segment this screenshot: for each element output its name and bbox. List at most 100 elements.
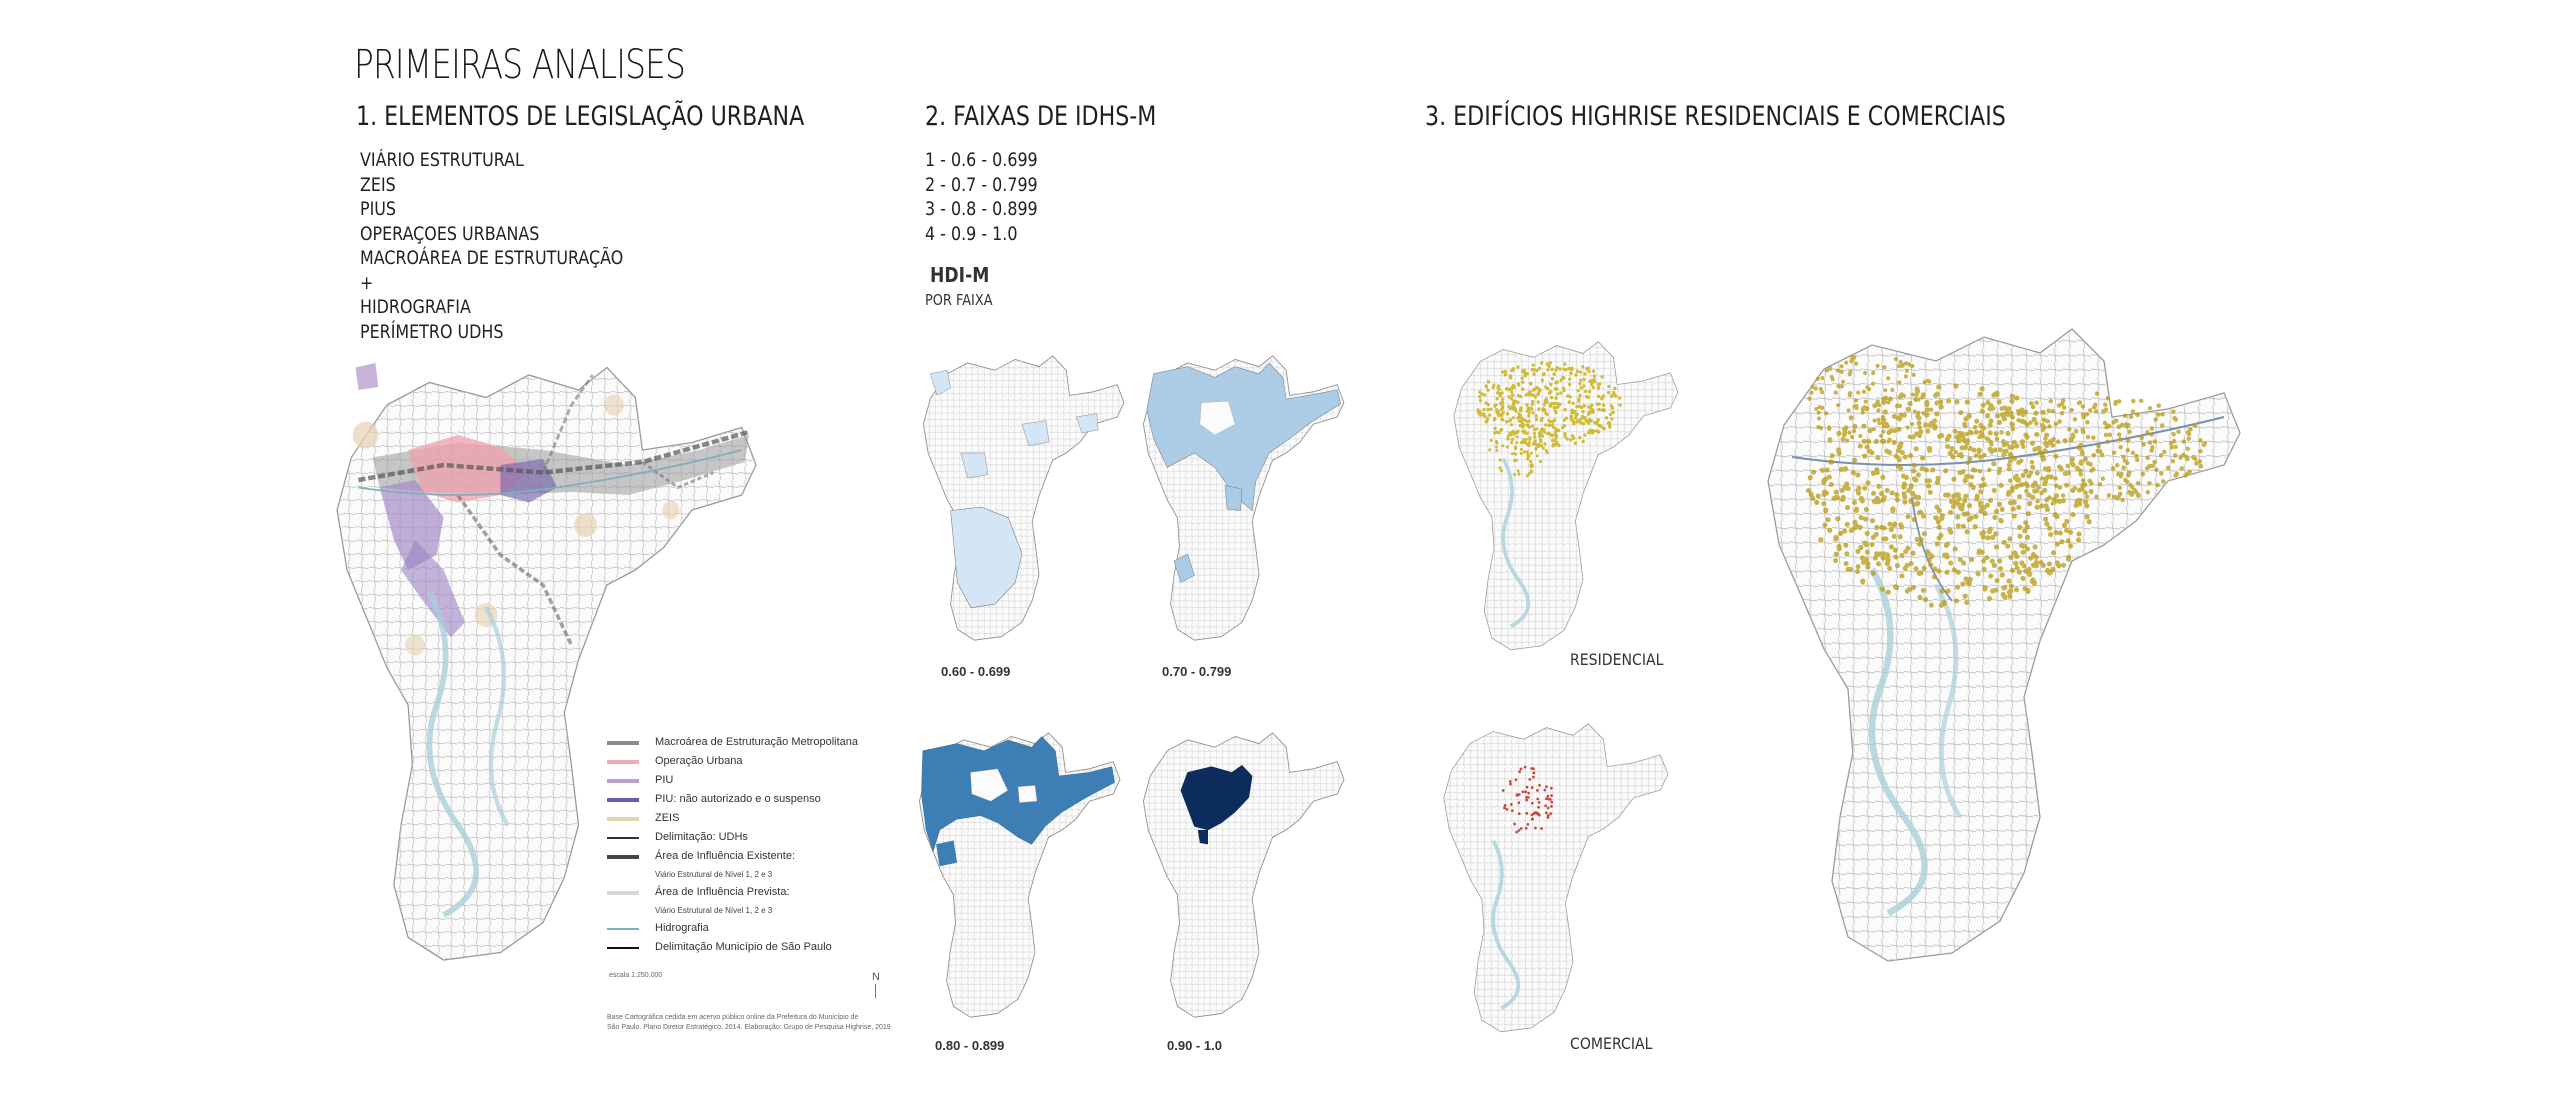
building-dot bbox=[1951, 567, 1957, 573]
building-dot bbox=[1894, 563, 1900, 569]
building-dot bbox=[1554, 427, 1558, 431]
building-dot bbox=[1844, 360, 1849, 365]
building-dot bbox=[1886, 376, 1891, 381]
building-dot bbox=[2171, 438, 2177, 444]
building-dot bbox=[1861, 438, 1867, 444]
building-dot bbox=[1572, 436, 1576, 440]
building-dot bbox=[1484, 420, 1488, 424]
building-dot bbox=[2171, 431, 2176, 437]
building-dot bbox=[1540, 361, 1544, 365]
building-dot bbox=[1827, 426, 1832, 431]
building-dot bbox=[1943, 492, 1949, 498]
legend-label: Delimitação: UDHs bbox=[655, 831, 748, 843]
building-dot bbox=[1864, 549, 1871, 555]
building-dot bbox=[1552, 418, 1557, 422]
building-dot bbox=[1553, 439, 1558, 443]
building-dot bbox=[1528, 777, 1532, 781]
building-dot bbox=[2201, 442, 2207, 448]
building-dot bbox=[2124, 424, 2130, 429]
building-dot bbox=[1833, 551, 1839, 557]
building-dot bbox=[1891, 439, 1897, 445]
building-dot bbox=[1582, 384, 1586, 388]
building-dot bbox=[1507, 395, 1511, 399]
building-dot bbox=[1948, 560, 1954, 566]
building-dot bbox=[2188, 427, 2193, 432]
building-dot bbox=[1980, 476, 1986, 482]
building-dot bbox=[2127, 429, 2132, 434]
building-dot bbox=[2091, 435, 2096, 440]
building-dot bbox=[1587, 410, 1592, 414]
building-dot bbox=[1839, 384, 1844, 389]
building-dot bbox=[1858, 515, 1864, 521]
building-dot bbox=[2064, 527, 2070, 533]
building-dot bbox=[2065, 463, 2070, 469]
building-dot bbox=[2073, 502, 2079, 509]
building-dot bbox=[1894, 497, 1900, 503]
building-dot bbox=[2145, 455, 2150, 461]
building-dot bbox=[1872, 403, 1878, 409]
building-dot bbox=[1814, 406, 1819, 412]
legend-item: Viário Estrutural de Nível 1, 2 e 3 bbox=[607, 902, 907, 919]
building-dot bbox=[1867, 428, 1873, 434]
building-dot bbox=[2044, 521, 2050, 527]
building-dot bbox=[1516, 469, 1520, 473]
building-dot bbox=[2122, 413, 2128, 418]
building-dot bbox=[1554, 368, 1558, 372]
building-dot bbox=[1883, 395, 1889, 401]
building-dot bbox=[2117, 437, 2123, 442]
building-dot bbox=[1530, 801, 1534, 805]
building-dot bbox=[1563, 434, 1567, 439]
building-dot bbox=[1513, 822, 1516, 826]
building-dot bbox=[2007, 500, 2013, 506]
building-dot bbox=[1879, 433, 1884, 438]
building-dot bbox=[1618, 403, 1622, 407]
scale-note: escala 1:250.000 bbox=[609, 972, 663, 979]
building-dot bbox=[1944, 554, 1950, 560]
building-dot bbox=[2161, 479, 2166, 484]
building-dot bbox=[2024, 524, 2030, 530]
building-dot bbox=[1938, 399, 1944, 405]
building-dot bbox=[1978, 489, 1984, 495]
building-dot bbox=[1872, 555, 1878, 561]
building-dot bbox=[2119, 471, 2124, 477]
building-dot bbox=[1965, 577, 1972, 583]
building-dot bbox=[2072, 417, 2078, 422]
building-dot bbox=[1518, 423, 1522, 428]
building-dot bbox=[2106, 493, 2112, 498]
building-dot bbox=[1978, 503, 1984, 509]
building-dot bbox=[1508, 406, 1513, 411]
building-dot bbox=[1602, 408, 1606, 412]
building-dot bbox=[1525, 403, 1529, 407]
building-dot bbox=[1897, 534, 1903, 540]
building-dot bbox=[1885, 556, 1891, 562]
building-dot bbox=[1545, 785, 1548, 789]
building-dot bbox=[1815, 376, 1820, 381]
legend-label: Delimitação Município de São Paulo bbox=[655, 941, 832, 953]
building-dot bbox=[1547, 432, 1552, 436]
building-dot bbox=[1979, 386, 1985, 392]
legend-swatch-icon bbox=[607, 891, 639, 895]
building-dot bbox=[1987, 406, 1993, 412]
building-dot bbox=[1845, 438, 1850, 443]
building-dot bbox=[1969, 557, 1975, 563]
building-dot bbox=[2160, 423, 2165, 428]
building-dot bbox=[1891, 533, 1897, 539]
building-dot bbox=[1500, 407, 1504, 412]
building-dot bbox=[2042, 448, 2048, 454]
building-dot bbox=[1530, 407, 1534, 411]
building-dot bbox=[1997, 447, 2003, 453]
building-dot bbox=[2070, 511, 2076, 517]
building-dot bbox=[1510, 368, 1514, 373]
building-dot bbox=[2043, 516, 2049, 522]
building-dot bbox=[1864, 444, 1870, 450]
building-dot bbox=[2040, 562, 2046, 568]
building-dot bbox=[1905, 406, 1911, 412]
building-dot bbox=[1597, 407, 1601, 412]
building-dot bbox=[1476, 408, 1480, 412]
building-dot bbox=[1505, 419, 1509, 424]
building-dot bbox=[2072, 486, 2077, 491]
building-dot bbox=[1508, 433, 1512, 437]
building-dot bbox=[1850, 434, 1855, 440]
building-dot bbox=[1908, 453, 1914, 459]
building-dot bbox=[1511, 404, 1515, 408]
